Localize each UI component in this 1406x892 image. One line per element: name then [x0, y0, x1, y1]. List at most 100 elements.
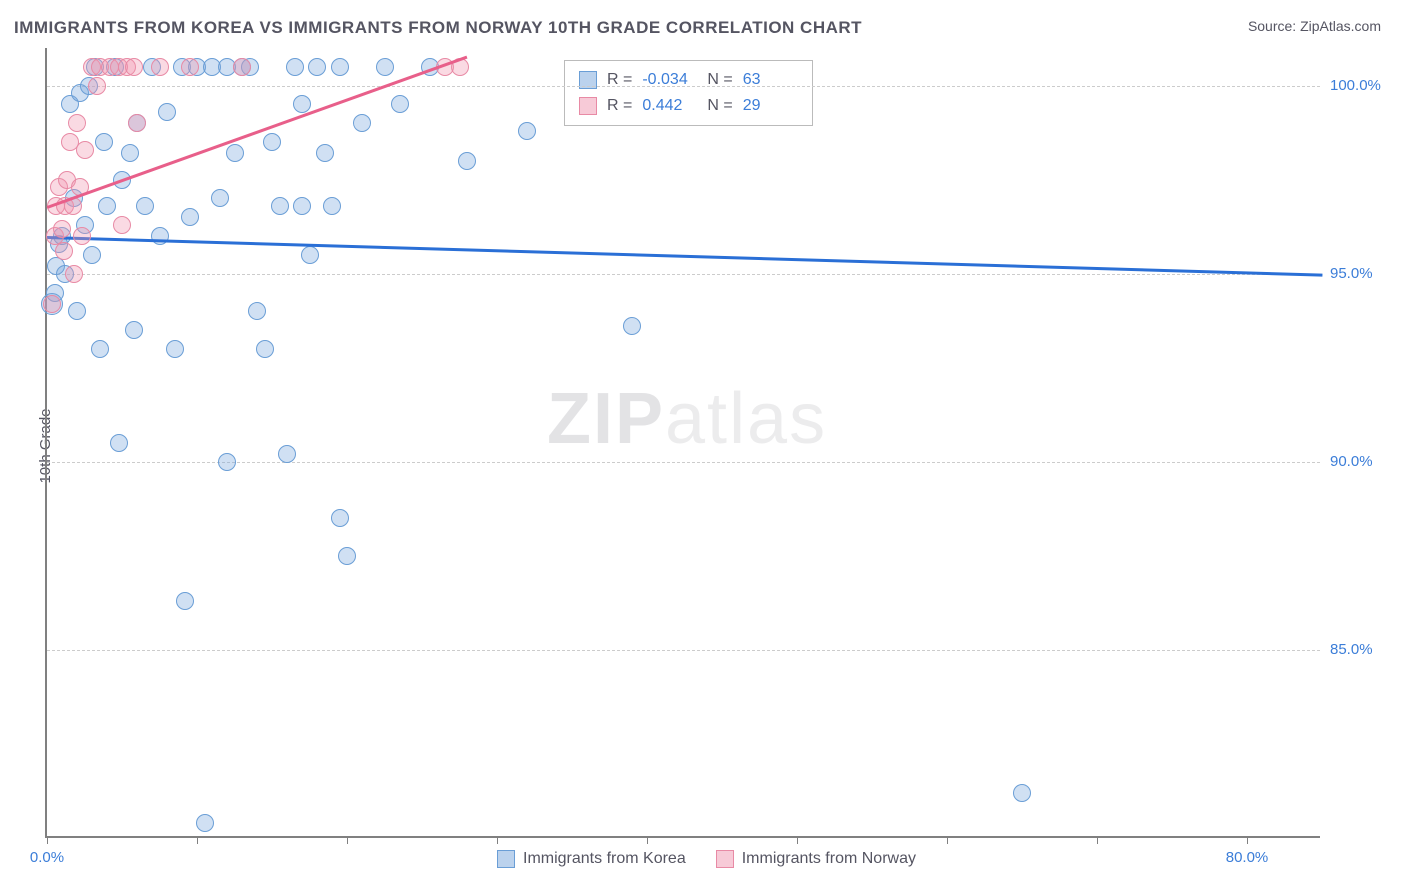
data-point	[181, 208, 199, 226]
data-point	[308, 58, 326, 76]
n-label: N =	[707, 67, 732, 93]
data-point	[125, 58, 143, 76]
legend-label-norway: Immigrants from Norway	[742, 850, 916, 868]
data-point	[136, 197, 154, 215]
n-value-norway: 29	[743, 93, 798, 119]
gridline	[47, 274, 1320, 275]
swatch-norway-icon	[716, 850, 734, 868]
legend-item-korea: Immigrants from Korea	[497, 850, 686, 868]
legend-label-korea: Immigrants from Korea	[523, 850, 686, 868]
data-point	[91, 340, 109, 358]
data-point	[338, 547, 356, 565]
data-point	[196, 814, 214, 832]
data-point	[293, 197, 311, 215]
legend-item-norway: Immigrants from Norway	[716, 850, 916, 868]
data-point	[271, 197, 289, 215]
data-point	[293, 95, 311, 113]
source-value: ZipAtlas.com	[1300, 18, 1381, 34]
data-point	[88, 77, 106, 95]
series-legend: Immigrants from Korea Immigrants from No…	[497, 850, 916, 868]
data-point	[83, 246, 101, 264]
data-point	[278, 445, 296, 463]
x-tick-label: 0.0%	[30, 849, 64, 866]
trend-line	[47, 56, 468, 209]
data-point	[518, 122, 536, 140]
data-point	[458, 152, 476, 170]
swatch-korea-icon	[497, 850, 515, 868]
data-point	[256, 340, 274, 358]
data-point	[376, 58, 394, 76]
data-point	[353, 114, 371, 132]
gridline	[47, 650, 1320, 651]
x-tick	[1247, 836, 1248, 844]
x-tick	[947, 836, 948, 844]
n-value-korea: 63	[743, 67, 798, 93]
data-point	[68, 114, 86, 132]
data-point	[218, 453, 236, 471]
watermark-zip: ZIP	[547, 379, 665, 459]
data-point	[233, 58, 251, 76]
stats-row-norway: R = 0.442 N = 29	[579, 93, 798, 119]
data-point	[1013, 784, 1031, 802]
x-tick	[197, 836, 198, 844]
swatch-norway-icon	[579, 97, 597, 115]
data-point	[65, 265, 83, 283]
data-point	[76, 141, 94, 159]
data-point	[301, 246, 319, 264]
data-point	[128, 114, 146, 132]
data-point	[113, 216, 131, 234]
data-point	[158, 103, 176, 121]
trend-line	[47, 236, 1322, 276]
data-point	[151, 58, 169, 76]
y-tick-label: 85.0%	[1330, 641, 1373, 658]
r-value-norway: 0.442	[642, 93, 697, 119]
watermark: ZIPatlas	[547, 378, 827, 460]
source-attribution: Source: ZipAtlas.com	[1248, 18, 1381, 34]
source-label: Source:	[1248, 18, 1300, 34]
x-tick	[497, 836, 498, 844]
data-point	[623, 317, 641, 335]
stats-row-korea: R = -0.034 N = 63	[579, 67, 798, 93]
gridline	[47, 86, 1320, 87]
watermark-atlas: atlas	[665, 379, 827, 459]
correlation-stats-box: R = -0.034 N = 63 R = 0.442 N = 29	[564, 60, 813, 126]
y-tick-label: 100.0%	[1330, 77, 1381, 94]
scatter-plot: ZIPatlas R = -0.034 N = 63 R = 0.442 N =…	[45, 48, 1320, 838]
data-point	[151, 227, 169, 245]
n-label: N =	[707, 93, 732, 119]
x-tick	[47, 836, 48, 844]
data-point	[176, 592, 194, 610]
data-point	[53, 220, 71, 238]
data-point	[121, 144, 139, 162]
data-point	[166, 340, 184, 358]
y-tick-label: 95.0%	[1330, 265, 1373, 282]
data-point	[323, 197, 341, 215]
data-point	[226, 144, 244, 162]
data-point	[263, 133, 281, 151]
data-point	[211, 189, 229, 207]
data-point	[391, 95, 409, 113]
x-tick	[1097, 836, 1098, 844]
x-tick-label: 80.0%	[1226, 849, 1269, 866]
y-tick-label: 90.0%	[1330, 453, 1373, 470]
gridline	[47, 462, 1320, 463]
r-label: R =	[607, 93, 632, 119]
x-tick	[797, 836, 798, 844]
data-point	[43, 295, 61, 313]
r-value-korea: -0.034	[642, 67, 697, 93]
r-label: R =	[607, 67, 632, 93]
data-point	[73, 227, 91, 245]
data-point	[181, 58, 199, 76]
data-point	[316, 144, 334, 162]
data-point	[110, 434, 128, 452]
data-point	[331, 509, 349, 527]
x-tick	[647, 836, 648, 844]
chart-title: IMMIGRANTS FROM KOREA VS IMMIGRANTS FROM…	[14, 18, 862, 38]
data-point	[68, 302, 86, 320]
data-point	[331, 58, 349, 76]
data-point	[248, 302, 266, 320]
x-tick	[347, 836, 348, 844]
data-point	[95, 133, 113, 151]
data-point	[55, 242, 73, 260]
data-point	[125, 321, 143, 339]
